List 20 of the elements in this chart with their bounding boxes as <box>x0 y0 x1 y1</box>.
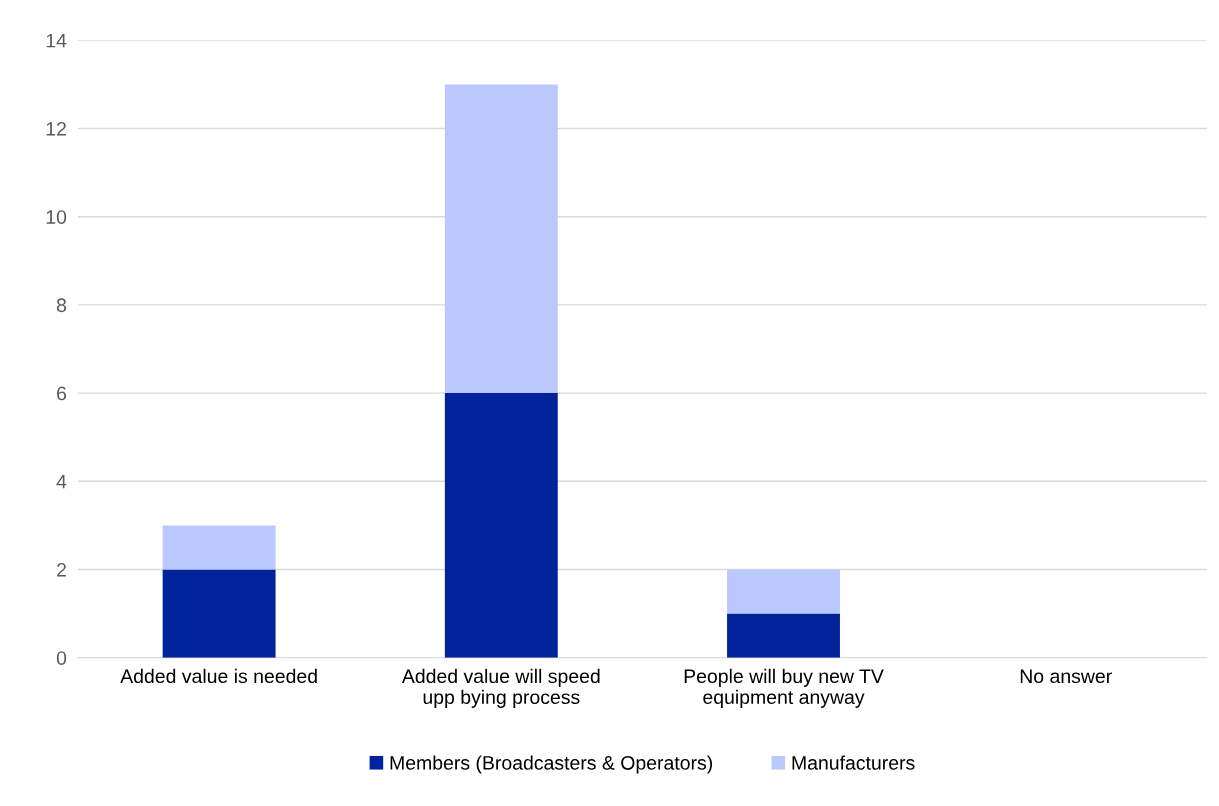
y-tick-label: 0 <box>56 651 67 665</box>
y-tick-label: 4 <box>56 474 67 489</box>
y-tick-label: 2 <box>57 562 66 577</box>
bar <box>727 569 840 614</box>
bar <box>162 569 276 658</box>
y-tick-label: 6 <box>57 386 67 401</box>
bar <box>444 393 558 658</box>
bar <box>162 525 276 570</box>
y-tick-label: 10 <box>46 210 67 224</box>
x-tick-label: Added value will speed upp bying process <box>401 668 600 708</box>
legend-label: Members (Broadcasters & Operators) <box>390 755 712 774</box>
x-tick-label: No answer <box>1020 669 1112 684</box>
bar <box>444 84 558 394</box>
y-tick-label: 8 <box>56 298 67 313</box>
bar <box>727 613 840 658</box>
y-tick-label: 14 <box>46 33 67 48</box>
x-tick-label: Added value is needed <box>120 668 317 684</box>
y-tick-label: 12 <box>46 121 66 136</box>
legend-label: Manufacturers <box>792 755 915 770</box>
x-tick-label: People will buy new TV equipment anyway <box>684 668 884 708</box>
